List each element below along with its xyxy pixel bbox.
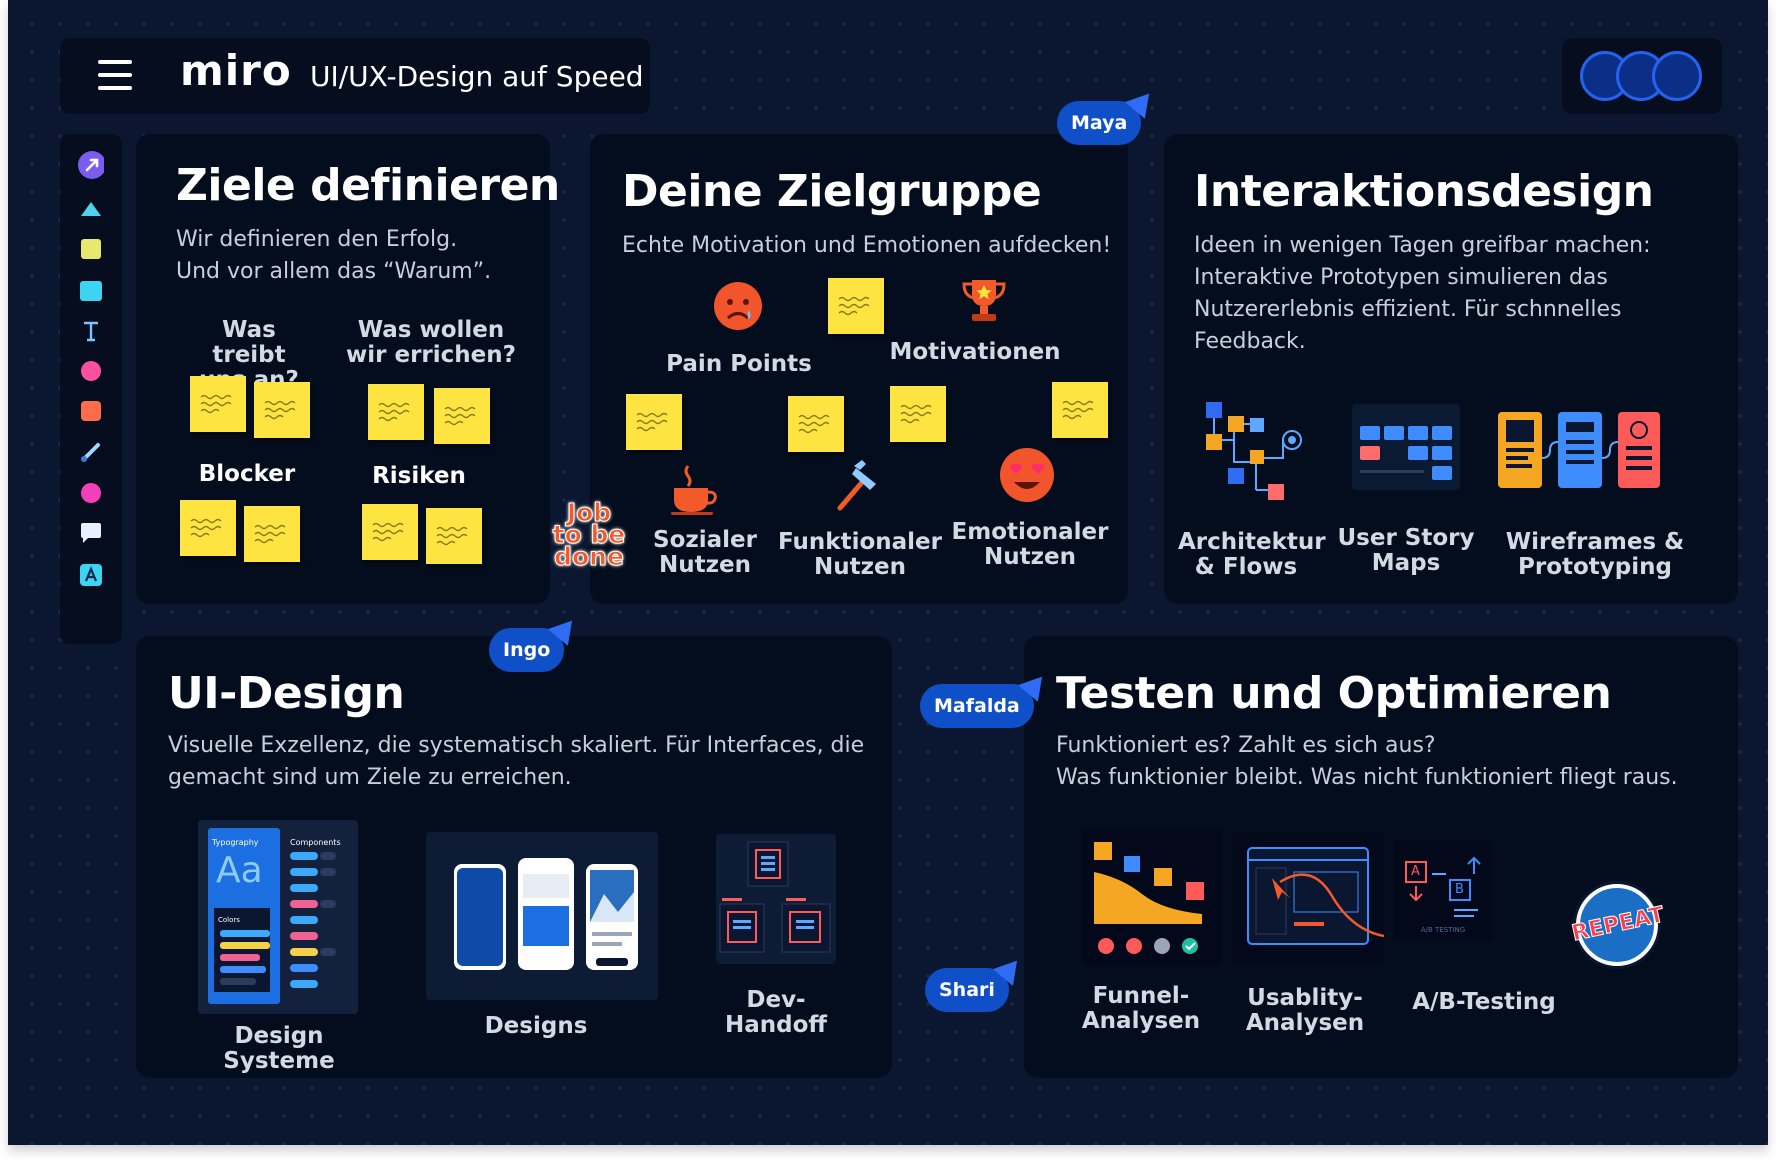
emotionaler-nutzen-label: Emotionaler Nutzen — [951, 519, 1109, 570]
question-label: Was treibt uns an? — [199, 317, 299, 393]
cursor-shari: Shari — [925, 952, 1027, 1012]
frame-description: Ideen in wenigen Tagen greifbar machen: I… — [1194, 233, 1651, 354]
coffee-icon — [670, 464, 720, 520]
frame-interaktionsdesign[interactable]: Interaktionsdesign Ideen in wenigen Tage… — [1164, 134, 1738, 604]
pen-icon[interactable] — [78, 438, 104, 464]
funktionaler-nutzen-label: Funktionaler Nutzen — [777, 529, 942, 580]
square-coral-icon[interactable] — [78, 398, 104, 424]
shape-triangle-icon[interactable] — [78, 196, 104, 222]
sticky-note[interactable] — [368, 384, 424, 440]
circle-magenta-icon[interactable] — [78, 480, 104, 506]
hammer-icon — [830, 460, 884, 520]
sticky-note[interactable] — [828, 278, 884, 334]
comment-icon[interactable] — [78, 520, 104, 546]
risiken-label: Risiken — [372, 463, 466, 489]
user-story-label: User Story Maps — [1337, 525, 1475, 576]
ab-testing-label: A/B-Testing — [1412, 989, 1556, 1015]
sticky-note[interactable] — [244, 506, 300, 562]
frame-ui-design[interactable]: UI-Design Visuelle Exzellenz, die system… — [136, 636, 892, 1078]
frame-icon[interactable] — [78, 562, 104, 588]
board-name[interactable]: UI/UX-Design auf Speed — [310, 60, 644, 93]
frame-title: Testen und Optimieren — [1056, 668, 1612, 719]
collaborator-avatars[interactable] — [1562, 38, 1722, 114]
repeat-sticker[interactable]: REPEAT — [1569, 884, 1667, 966]
sozialer-nutzen-label: Sozialer Nutzen — [653, 527, 757, 578]
designs-thumbnail — [426, 832, 658, 1000]
sticky-note[interactable] — [362, 504, 418, 560]
job-to-be-done-sticker[interactable]: Job to be done — [552, 498, 626, 571]
sticky-note-cyan-icon[interactable] — [78, 278, 104, 304]
blocker-label: Blocker — [198, 461, 296, 487]
sticky-note[interactable] — [254, 382, 310, 438]
avatar[interactable] — [1652, 51, 1702, 101]
frame-description: Wir definieren den Erfolg. Und vor allem … — [176, 227, 492, 284]
pain-points-label: Pain Points — [666, 351, 812, 377]
architecture-flow-icon — [1204, 400, 1314, 514]
pointer-icon[interactable] — [78, 151, 104, 179]
question-label: Was wollen wir errichen? — [346, 317, 516, 368]
whiteboard-canvas[interactable]: miro UI/UX-Design auf Speed — [8, 0, 1768, 1145]
ab-testing-thumbnail: A B A/B TESTING — [1394, 840, 1492, 940]
frame-title: Ziele definieren — [176, 160, 560, 211]
sad-face-icon — [712, 280, 764, 336]
cursor-maya: Maya — [1057, 85, 1160, 145]
circle-pink-icon[interactable] — [78, 358, 104, 384]
sticky-note[interactable] — [626, 394, 682, 450]
usability-analysen-label: Usablity- Analysen — [1245, 985, 1365, 1036]
sticky-note[interactable] — [190, 376, 246, 432]
motivationen-label: Motivationen — [889, 339, 1061, 365]
sticky-note[interactable] — [426, 508, 482, 564]
trophy-icon — [958, 274, 1010, 330]
heart-eyes-icon — [998, 446, 1056, 508]
dev-handoff-label: Dev-Handoff — [724, 987, 828, 1038]
frame-title: UI-Design — [168, 668, 405, 719]
sticky-note[interactable] — [890, 386, 946, 442]
top-bar: miro UI/UX-Design auf Speed — [60, 38, 650, 114]
frame-testen-und-optimieren[interactable]: Testen und Optimieren Funktioniert es? Z… — [1024, 636, 1738, 1078]
design-systeme-label: Design Systeme — [223, 1023, 335, 1074]
frame-description: Visuelle Exzellenz, die systematisch ska… — [168, 733, 865, 790]
funnel-analysen-label: Funnel- Analysen — [1081, 983, 1201, 1034]
frame-title: Deine Zielgruppe — [622, 166, 1042, 217]
designs-label: Designs — [484, 1013, 588, 1039]
menu-icon[interactable] — [98, 60, 132, 92]
design-system-thumbnail: Typography Components Aa Colors — [198, 820, 358, 1014]
cursor-ingo: Ingo — [489, 612, 583, 672]
usability-analysis-thumbnail — [1232, 832, 1385, 964]
funnel-analysis-thumbnail — [1082, 828, 1222, 966]
sticky-note[interactable] — [434, 388, 490, 444]
left-toolbar — [60, 134, 122, 644]
frame-description: Echte Motivation und Emotionen aufdecken… — [622, 233, 1112, 258]
sticky-note-yellow-icon[interactable] — [78, 236, 104, 262]
frame-title: Interaktionsdesign — [1194, 166, 1654, 217]
sticky-note[interactable] — [180, 500, 236, 556]
sticky-note[interactable] — [788, 396, 844, 452]
frame-ziele-definieren[interactable]: Ziele definieren Wir definieren den Erfo… — [136, 134, 560, 604]
wireframe-icon — [1494, 406, 1664, 500]
dev-handoff-thumbnail — [716, 834, 836, 964]
user-story-map-thumbnail — [1352, 404, 1460, 490]
miro-logo[interactable]: miro — [180, 46, 292, 95]
architektur-label: Architektur & Flows — [1178, 529, 1326, 580]
frame-deine-zielgruppe[interactable]: Deine Zielgruppe Echte Motivation und Em… — [590, 134, 1128, 604]
text-icon[interactable] — [78, 318, 104, 344]
wireframes-label: Wireframes & Prototyping — [1505, 529, 1685, 580]
cursor-mafalda: Mafalda — [920, 668, 1052, 728]
sticky-note[interactable] — [1052, 382, 1108, 438]
frame-description: Funktioniert es? Zahlt es sich aus? Was f… — [1056, 733, 1678, 790]
